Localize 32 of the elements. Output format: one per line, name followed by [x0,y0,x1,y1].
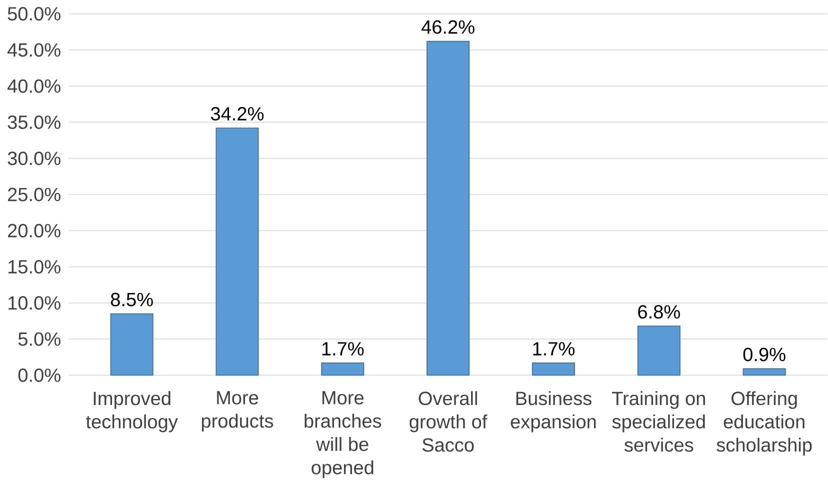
x-tick-label: Offering education scholarship [716,391,812,456]
data-label: 6.8% [638,305,680,319]
data-label: 0.9% [743,348,786,362]
y-tick-label: 35.0% [8,115,60,129]
bar [216,128,259,376]
x-tick-label: More products [202,391,274,432]
x-tick-label: Overall growth of Sacco [410,391,488,452]
data-label: 34.2% [210,106,264,120]
bar [532,362,576,376]
y-tick-label: 5.0% [18,332,60,346]
bar [321,362,364,376]
y-tick-label: 30.0% [8,152,60,166]
y-tick-label: 40.0% [7,79,60,93]
data-label: 8.5% [110,292,153,306]
y-tick-label: 20.0% [8,224,60,238]
y-tick-label: 25.0% [8,188,60,202]
bar [742,368,786,376]
y-tick-label: 15.0% [8,260,60,274]
y-tick-label: 10.0% [8,296,60,310]
y-tick-label: 50.0% [8,6,60,20]
data-label: 46.2% [421,20,474,34]
x-tick-label: Training on specialized services [612,391,705,452]
bar [110,313,154,376]
data-label: 1.7% [533,342,575,356]
x-tick-label: Improved technology [86,391,178,432]
bar [426,40,470,376]
x-tick-label: Business expansion [510,391,596,432]
x-tick-label: More branches will be opened [304,391,382,478]
y-tick-label: 0.0% [18,368,60,382]
data-label: 1.7% [322,342,364,356]
bar [637,326,680,376]
y-tick-label: 45.0% [7,43,60,57]
